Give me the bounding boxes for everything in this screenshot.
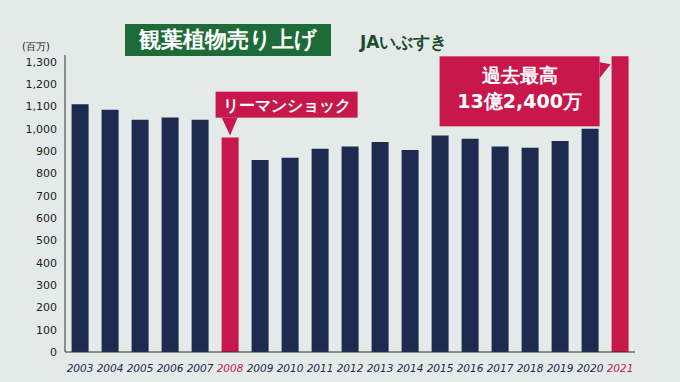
svg-text:2021: 2021 (607, 362, 634, 374)
svg-text:500: 500 (36, 234, 57, 247)
svg-text:2010: 2010 (277, 362, 304, 374)
svg-text:2014: 2014 (397, 362, 424, 374)
svg-text:2020: 2020 (577, 362, 604, 374)
html-text:(百万): (百万) (22, 41, 50, 52)
svg-text:900: 900 (36, 145, 57, 158)
svg-text:200: 200 (36, 301, 57, 314)
svg-text:800: 800 (36, 167, 57, 180)
svg-text:0: 0 (50, 346, 57, 359)
svg-text:2017: 2017 (487, 362, 514, 374)
html-text:JAいぶすき: JAいぶすき (360, 32, 448, 52)
svg-text:過去最高: 過去最高 (481, 64, 558, 86)
svg-text:300: 300 (36, 279, 57, 292)
svg-text:600: 600 (36, 212, 57, 225)
svg-text:2012: 2012 (337, 362, 364, 374)
svg-text:1,200: 1,200 (26, 78, 58, 91)
svg-text:リーマンショック: リーマンショック (223, 96, 351, 115)
svg-text:2018: 2018 (517, 362, 544, 374)
svg-text:2007: 2007 (187, 362, 214, 374)
svg-text:2008: 2008 (217, 362, 244, 374)
svg-text:100: 100 (36, 324, 57, 337)
svg-text:2016: 2016 (457, 362, 484, 374)
svg-text:2019: 2019 (547, 362, 574, 374)
svg-text:400: 400 (36, 257, 57, 270)
svg-text:2009: 2009 (247, 362, 274, 374)
svg-text:1,000: 1,000 (26, 123, 58, 136)
svg-text:2003: 2003 (67, 362, 94, 374)
svg-text:2006: 2006 (157, 362, 184, 374)
svg-text:2013: 2013 (367, 362, 394, 374)
svg-text:1,300: 1,300 (26, 56, 58, 69)
html-text:観葉植物売り上げ: 観葉植物売り上げ (139, 27, 317, 52)
svg-text:2011: 2011 (307, 362, 334, 374)
svg-text:1,100: 1,100 (26, 100, 58, 113)
svg-text:13億2,400万: 13億2,400万 (457, 90, 582, 112)
svg-text:2005: 2005 (127, 362, 154, 374)
svg-text:2015: 2015 (427, 362, 454, 374)
svg-text:700: 700 (36, 190, 57, 203)
svg-text:2004: 2004 (97, 362, 124, 374)
